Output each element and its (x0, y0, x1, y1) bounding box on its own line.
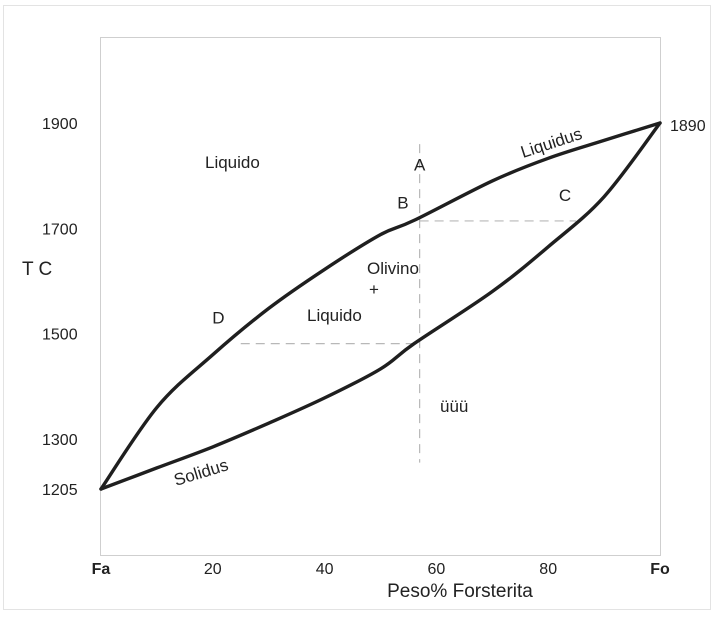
y-axis-title: T C (22, 259, 52, 280)
right-temperature-label: 1890 (670, 118, 706, 135)
x-tick-label: Fo (650, 561, 670, 578)
point-label-c: C (559, 186, 571, 205)
region-liquid-two-phase-label: Liquido (307, 306, 362, 325)
point-label-b: B (397, 193, 408, 212)
region-liquid-label: Liquido (205, 153, 260, 172)
x-tick-label: 20 (204, 561, 222, 578)
x-tick-label: 40 (316, 561, 334, 578)
x-tick-label: Fa (92, 561, 111, 578)
x-tick-label: 60 (428, 561, 446, 578)
y-tick-label: 1500 (42, 327, 78, 344)
y-tick-labels: 1205 1300 1500 1700 1900 (42, 116, 78, 499)
point-label-a: A (414, 155, 426, 174)
guide-lines (240, 144, 577, 463)
region-solid-label: üüü (440, 397, 468, 416)
y-tick-label: 1700 (42, 221, 78, 238)
point-label-d: D (212, 309, 224, 328)
solidus-curve (99, 121, 662, 491)
x-tick-labels: Fa 20 40 60 80 Fo (92, 561, 670, 578)
x-tick-label: 80 (539, 561, 557, 578)
point-labels: AB C D (212, 155, 571, 327)
liquidus-curve (99, 121, 662, 491)
y-tick-label: 1205 (42, 482, 78, 499)
region-olivine-label: Olivino (367, 259, 419, 278)
y-tick-label: 1900 (42, 116, 78, 133)
phase-curves (99, 121, 662, 491)
outer-frame (3, 5, 711, 610)
x-axis-title: Peso% Forsterita (387, 581, 533, 602)
region-plus-label: + (369, 280, 379, 299)
y-tick-label: 1300 (42, 432, 78, 449)
plot-frame (100, 37, 661, 556)
